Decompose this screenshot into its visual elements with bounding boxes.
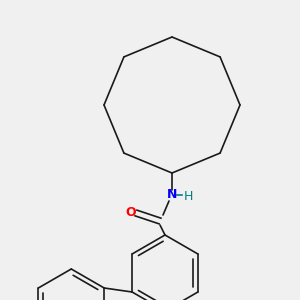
Text: O: O [126, 206, 136, 220]
Text: N: N [167, 188, 177, 202]
Text: H: H [184, 190, 194, 202]
